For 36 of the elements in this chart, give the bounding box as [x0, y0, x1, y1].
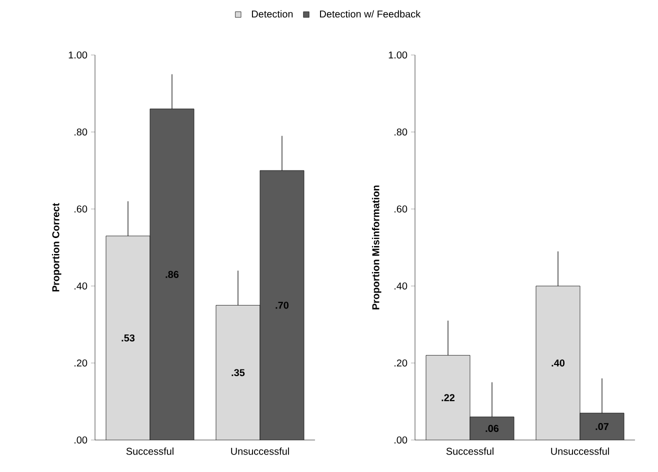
- bar: [580, 412, 624, 440]
- data-label: .70: [276, 302, 289, 309]
- bar: [536, 286, 580, 440]
- data-label: .06: [486, 424, 499, 432]
- y-tick-label: .60: [394, 205, 408, 213]
- x-tick-label: Unsuccessful: [551, 448, 609, 455]
- data-label: .35: [232, 369, 245, 376]
- bar: [470, 416, 514, 440]
- data-label: .53: [122, 334, 135, 342]
- y-tick-label: .80: [394, 128, 408, 136]
- bar: [106, 236, 150, 440]
- x-tick-label: Unsuccessful: [231, 448, 289, 455]
- y-tick-label: .20: [74, 359, 88, 367]
- y-tick-label: .00: [394, 436, 408, 444]
- data-label: .86: [166, 270, 179, 278]
- bar: [426, 355, 470, 440]
- y-tick-label: .20: [394, 359, 408, 367]
- x-tick-label: Successful: [446, 448, 494, 455]
- legend-label: Detection w/ Feedback: [320, 10, 421, 18]
- y-axis-title: Proportion Correct: [52, 203, 62, 292]
- y-tick-label: .40: [74, 282, 88, 290]
- bar: [150, 108, 194, 440]
- data-label: .07: [596, 423, 608, 430]
- y-tick-label: 1.00: [68, 51, 88, 59]
- y-tick-label: .40: [394, 282, 408, 290]
- bar: [216, 305, 260, 440]
- legend-label: Detection: [252, 10, 293, 18]
- bar: [260, 170, 304, 440]
- y-tick-label: .60: [74, 205, 88, 213]
- x-tick-label: Successful: [126, 448, 174, 455]
- y-tick-label: 1.00: [388, 51, 408, 59]
- data-label: .40: [552, 359, 565, 367]
- y-tick-label: .00: [74, 436, 88, 444]
- y-axis-title: Proportion Misinformation: [372, 186, 382, 310]
- y-tick-label: .80: [74, 128, 88, 136]
- data-label: .22: [442, 394, 455, 402]
